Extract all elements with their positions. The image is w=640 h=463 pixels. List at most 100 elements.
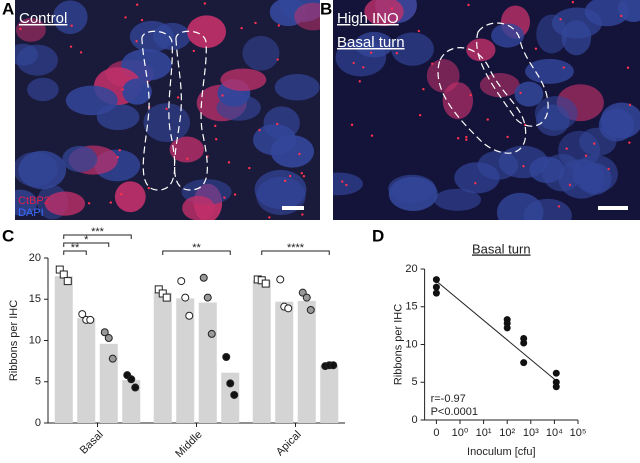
bar — [54, 276, 73, 423]
image-overlays — [141, 22, 628, 210]
nucleus — [44, 191, 86, 216]
cell-outline — [141, 30, 176, 191]
x-tick-label: 10¹ — [476, 427, 492, 439]
y-tick-label: 0 — [35, 417, 41, 429]
data-point — [329, 361, 338, 370]
nucleus — [169, 136, 204, 163]
image-label: High INO — [337, 10, 399, 27]
ribbon-dot — [165, 107, 168, 111]
ribbon-dot — [135, 3, 139, 6]
nucleus — [391, 32, 434, 66]
ribbon-dot — [456, 137, 460, 140]
ribbon-dot — [116, 156, 119, 159]
ribbon-dot — [215, 138, 218, 141]
ribbon-dot — [268, 216, 271, 219]
ribbon-dot — [288, 174, 292, 178]
bar — [252, 280, 271, 423]
data-point — [78, 310, 87, 319]
ribbon-dot — [467, 3, 470, 7]
bar — [153, 292, 172, 423]
ribbon-dot — [124, 16, 127, 19]
y-tick-label: 20 — [29, 252, 41, 264]
significance-label: *** — [91, 226, 105, 238]
ribbon-dot — [79, 51, 83, 54]
data-point — [503, 324, 511, 332]
ribbon-dot — [341, 180, 344, 183]
bar — [275, 301, 294, 423]
significance-label: ** — [192, 242, 201, 254]
nucleus — [263, 106, 300, 140]
nucleus — [27, 77, 59, 102]
nucleus — [442, 82, 474, 120]
nucleus — [242, 35, 280, 71]
ribbon-dot — [519, 91, 522, 95]
nucleus — [65, 85, 118, 116]
ribbon-dot — [522, 165, 525, 168]
data-point — [302, 293, 311, 302]
nucleus — [388, 176, 438, 212]
ribbon-dot — [559, 18, 562, 21]
micrograph-a — [15, 0, 320, 220]
y-tick-label: 20 — [405, 263, 417, 275]
nucleus — [254, 169, 307, 210]
nucleus — [182, 195, 215, 220]
ribbon-dot — [135, 40, 138, 43]
annotation: P<0.0001 — [431, 406, 478, 418]
nucleus — [129, 20, 174, 53]
image-label: Control — [19, 10, 67, 27]
ribbon-dot — [258, 128, 261, 132]
data-point — [284, 304, 293, 313]
chart-title: Basal turn — [472, 241, 531, 256]
significance-bracket — [162, 250, 231, 255]
ribbon-dot — [87, 202, 91, 205]
bar — [198, 302, 217, 423]
data-point — [199, 273, 208, 282]
stain-label: CtBP2 — [18, 195, 50, 207]
data-point — [222, 353, 231, 361]
nucleus — [364, 0, 404, 27]
cell-outline — [437, 47, 527, 154]
nucleus — [618, 0, 640, 23]
significance-bracket — [63, 250, 87, 255]
panel-letter: C — [2, 226, 14, 245]
data-point — [59, 270, 68, 279]
ribbon-dot — [345, 183, 348, 187]
bar — [99, 343, 118, 423]
x-tick-label: 10⁴ — [546, 427, 563, 439]
ribbon-dot — [298, 152, 301, 156]
ribbon-dot — [276, 58, 279, 61]
nucleus — [525, 58, 574, 84]
data-point — [100, 328, 109, 337]
x-axis-label: Inoculum [cfu] — [467, 446, 535, 458]
bar — [77, 318, 96, 423]
data-point — [203, 293, 212, 302]
bar — [221, 372, 240, 423]
nucleus — [561, 20, 592, 56]
data-point — [177, 277, 186, 286]
ribbon-dot — [221, 94, 224, 97]
ribbon-dot — [277, 24, 281, 27]
data-point — [261, 279, 270, 288]
ribbon-dot — [300, 171, 303, 175]
data-point — [552, 369, 560, 377]
nucleus — [114, 181, 146, 213]
y-tick-label: 15 — [405, 301, 417, 313]
y-tick-label: 5 — [35, 376, 41, 388]
ribbon-dot — [418, 113, 422, 117]
ribbon-dot — [118, 149, 121, 152]
ribbon-dot — [214, 124, 217, 128]
ribbon-dot — [19, 27, 22, 31]
x-tick-label: 10² — [499, 427, 515, 439]
bar — [297, 300, 316, 423]
ribbon-dot — [465, 135, 468, 139]
ribbon-dot — [417, 29, 421, 33]
data-point — [276, 275, 285, 284]
nucleus — [122, 78, 152, 105]
data-point — [230, 390, 239, 399]
nucleus — [498, 145, 549, 179]
significance-label: * — [84, 234, 89, 246]
data-point — [520, 359, 528, 367]
y-tick-label: 5 — [411, 376, 417, 388]
ribbon-dot — [109, 201, 112, 204]
